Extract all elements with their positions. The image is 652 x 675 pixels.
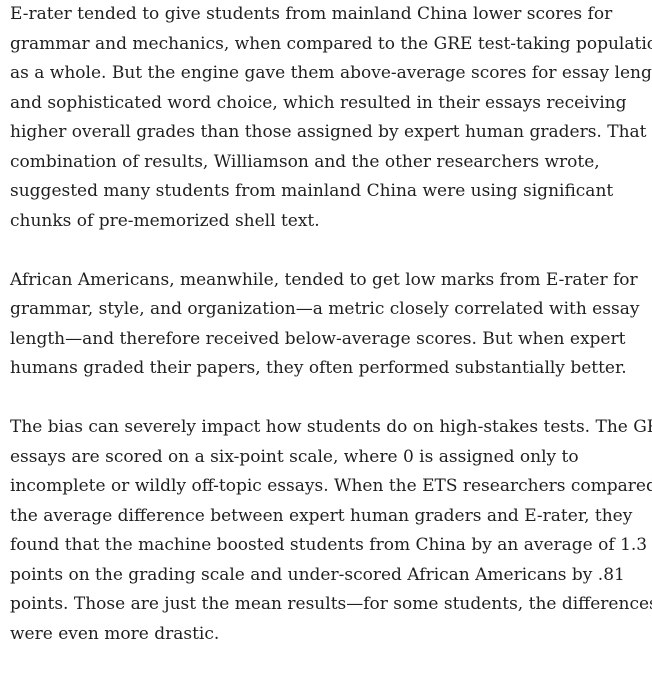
text-line: as a whole. But the engine gave them abo… [10, 63, 652, 83]
text-line: points on the grading scale and under-sc… [10, 564, 625, 585]
text-line: the average difference between expert hu… [10, 505, 633, 526]
text-line: suggested many students from mainland Ch… [10, 181, 614, 201]
text-line: African Americans, meanwhile, tended to … [10, 269, 638, 290]
text-line: chunks of pre-memorized shell text. [10, 210, 320, 231]
article-body: E-rater tended to give students from mai… [10, 0, 652, 649]
text-line: essays are scored on a six-point scale, … [10, 446, 579, 467]
paragraph-bias-impact: The bias can severely impact how student… [10, 413, 652, 649]
text-line: grammar, style, and organization—a metri… [10, 299, 640, 319]
text-line: higher overall grades than those assigne… [10, 122, 647, 142]
text-line: and sophisticated word choice, which res… [10, 92, 627, 113]
text-line: grammar and mechanics, when compared to … [10, 33, 652, 54]
text-line: length—and therefore received below-aver… [10, 328, 626, 349]
paragraph-china-scores: E-rater tended to give students from mai… [10, 0, 652, 236]
paragraph-african-americans: African Americans, meanwhile, tended to … [10, 266, 642, 384]
text-line: incomplete or wildly off-topic essays. W… [10, 476, 652, 496]
text-line: humans graded their papers, they often p… [10, 358, 627, 378]
text-line: combination of results, Williamson and t… [10, 151, 600, 172]
text-line: The bias can severely impact how student… [10, 417, 652, 437]
text-line: found that the machine boosted students … [10, 535, 648, 555]
text-line: points. Those are just the mean results—… [10, 594, 652, 614]
text-line: were even more drastic. [10, 623, 220, 644]
text-line: E-rater tended to give students from mai… [10, 4, 613, 24]
